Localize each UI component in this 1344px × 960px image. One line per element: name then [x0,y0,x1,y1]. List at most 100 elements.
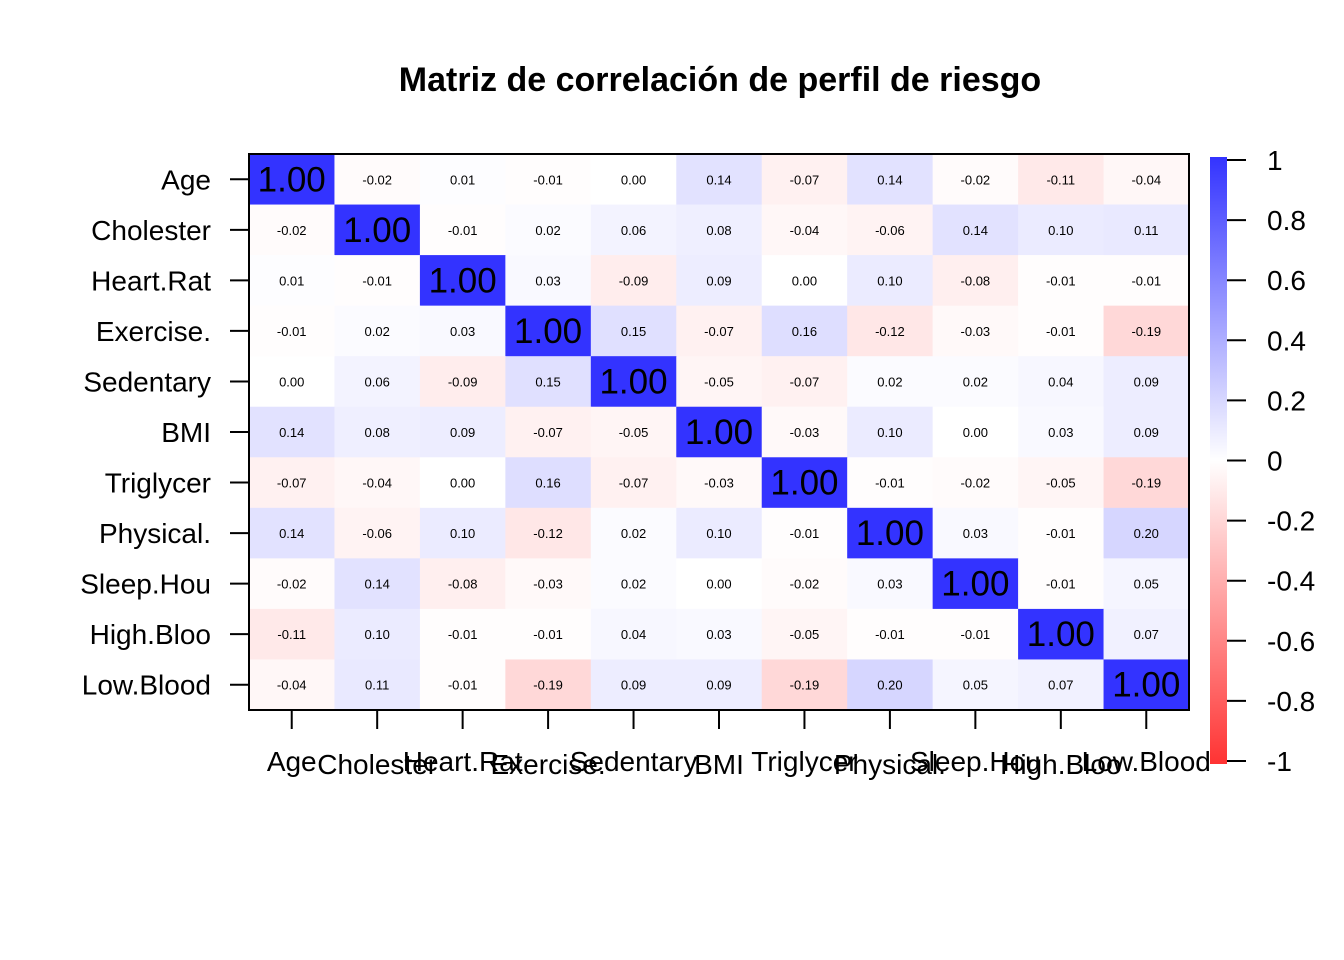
heatmap-cell [334,204,421,256]
cell-value-label: -0.09 [448,374,478,389]
cell-value-label: 0.00 [621,172,646,187]
heatmap-cell [590,558,677,610]
cell-value-label: -0.07 [533,425,563,440]
heatmap-cell [334,659,421,711]
cell-value-label: -0.01 [448,678,478,693]
row-label: Cholester [91,215,211,246]
cell-value-label: 0.09 [706,678,731,693]
cell-value-label: 0.05 [1134,577,1159,592]
cell-value-label: -0.01 [1131,273,1161,288]
heatmap-cell [590,356,677,408]
cell-value-label: 0.09 [1134,374,1159,389]
cell-value-label: -0.19 [1131,476,1161,491]
cell-value-label: 0.00 [450,476,475,491]
heatmap-cell [419,457,506,509]
heatmap-cell [334,154,421,206]
heatmap-cell [1018,457,1105,509]
heatmap-cell [419,406,506,458]
heatmap-cell [249,204,335,256]
heatmap-cell [505,558,592,610]
heatmap-cell [1103,305,1190,357]
heatmap-cell [1018,154,1105,206]
chart-title: Matriz de correlación de perfil de riesg… [399,61,1041,99]
heatmap-cell [932,659,1019,711]
legend-tick-label: 0.4 [1267,325,1306,356]
heatmap-cell [847,154,934,206]
cell-value-label: 0.15 [621,324,646,339]
cell-value-label: 0.03 [535,273,560,288]
heatmap-cell [1103,608,1190,660]
cell-value-label: -0.01 [1046,324,1076,339]
heatmap-cell [761,507,848,559]
row-label: Triglycer [105,468,211,499]
legend-tick-label: -0.4 [1267,566,1315,597]
cell-value-label: -0.12 [533,526,563,541]
cell-value-label: 0.04 [621,627,646,642]
heatmap-cell [505,659,592,711]
column-label: Physical. [834,749,946,780]
row-label: Heart.Rat [91,265,211,296]
heatmap-cell [334,457,421,509]
heatmap-cell [1018,406,1105,458]
heatmap-cell [590,457,677,509]
heatmap-cell [761,406,848,458]
heatmap-cell [590,608,677,660]
cell-value-label: 0.00 [279,374,304,389]
heatmap-cell [761,457,848,509]
cell-value-label: 0.14 [279,526,304,541]
heatmap-cell [847,255,934,307]
row-label: Exercise. [96,316,211,347]
cell-value-label: 1.00 [429,261,497,300]
row-label: Low.Blood [82,670,211,701]
heatmap-cell [932,457,1019,509]
cell-value-label: 0.08 [706,223,731,238]
cell-value-label: 0.03 [706,627,731,642]
heatmap-cell [761,608,848,660]
heatmap-cell [505,154,592,206]
column-label: High.Bloo [1000,749,1121,780]
heatmap-cell [1018,204,1105,256]
heatmap-cell [847,608,934,660]
heatmap-cell [932,204,1019,256]
heatmap-cell [249,356,335,408]
heatmap-cell [932,608,1019,660]
cell-value-label: -0.07 [619,476,649,491]
row-label: Age [161,164,211,195]
heatmap-cell [249,507,335,559]
heatmap-cell [1103,507,1190,559]
cell-value-label: 0.03 [877,577,902,592]
cell-value-label: -0.03 [533,577,563,592]
heatmap-cell [334,255,421,307]
cell-value-label: -0.01 [1046,577,1076,592]
cell-value-label: 1.00 [770,464,838,503]
cell-value-label: -0.02 [277,577,307,592]
cell-value-label: -0.01 [533,172,563,187]
cell-value-label: 0.20 [1134,526,1159,541]
cell-value-label: -0.02 [961,172,991,187]
cell-value-label: -0.05 [790,627,820,642]
heatmap-cell [761,305,848,357]
heatmap-cell [932,305,1019,357]
cell-value-label: 0.02 [535,223,560,238]
cell-value-label: 0.05 [963,678,988,693]
cell-value-label: 1.00 [343,211,411,250]
heatmap-cell [590,204,677,256]
cell-value-label: 0.14 [365,577,390,592]
heatmap-cell [505,406,592,458]
cell-value-label: -0.01 [875,627,905,642]
column-label: Age [267,746,317,777]
cell-value-label: 0.09 [450,425,475,440]
cell-value-label: 0.00 [706,577,731,592]
cell-value-label: 0.09 [621,678,646,693]
heatmap-cell [1018,659,1105,711]
heatmap-cell [1103,659,1190,711]
heatmap-cell [249,558,335,610]
heatmap-cell [676,608,763,660]
cell-value-label: -0.02 [362,172,392,187]
cell-value-label: 0.03 [963,526,988,541]
cell-value-label: 0.08 [365,425,390,440]
cell-value-label: -0.01 [961,627,991,642]
cell-value-label: 1.00 [856,514,924,553]
heatmap-cell [676,659,763,711]
cell-value-label: 0.02 [621,577,646,592]
